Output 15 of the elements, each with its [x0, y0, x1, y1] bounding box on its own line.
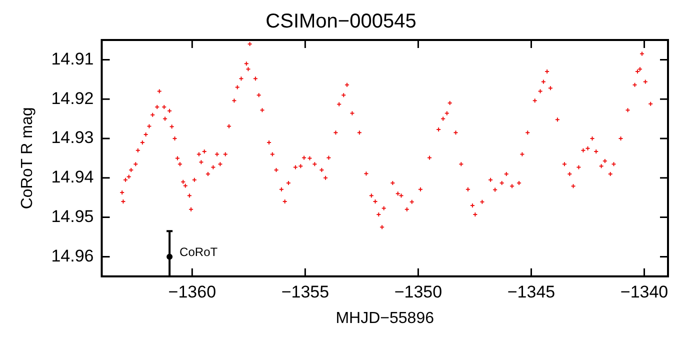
series-label: CoRoT: [180, 245, 218, 260]
y-axis-title: CoRoT R mag: [19, 107, 36, 210]
x-tick-label: −1355: [281, 282, 330, 302]
x-tick-label: −1360: [168, 282, 216, 302]
y-tick-label: 14.91: [51, 49, 94, 68]
x-tick-label: −1350: [394, 282, 442, 302]
y-tick-label: 14.93: [51, 128, 94, 148]
y-tick-label: 14.95: [51, 206, 94, 226]
x-tick-label: −1340: [620, 282, 668, 302]
y-tick-label: 14.92: [51, 88, 94, 108]
x-tick-label: −1345: [507, 282, 556, 302]
y-tick-label: 14.96: [51, 246, 94, 266]
chart-title: CSIMon−000545: [266, 10, 416, 33]
x-axis-title: MHJD−55896: [336, 310, 434, 327]
y-tick-label: 14.94: [51, 168, 94, 187]
